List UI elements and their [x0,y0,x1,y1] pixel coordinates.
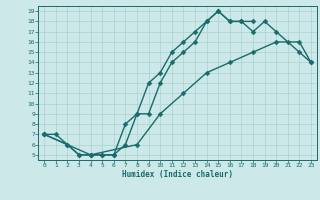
X-axis label: Humidex (Indice chaleur): Humidex (Indice chaleur) [122,170,233,179]
